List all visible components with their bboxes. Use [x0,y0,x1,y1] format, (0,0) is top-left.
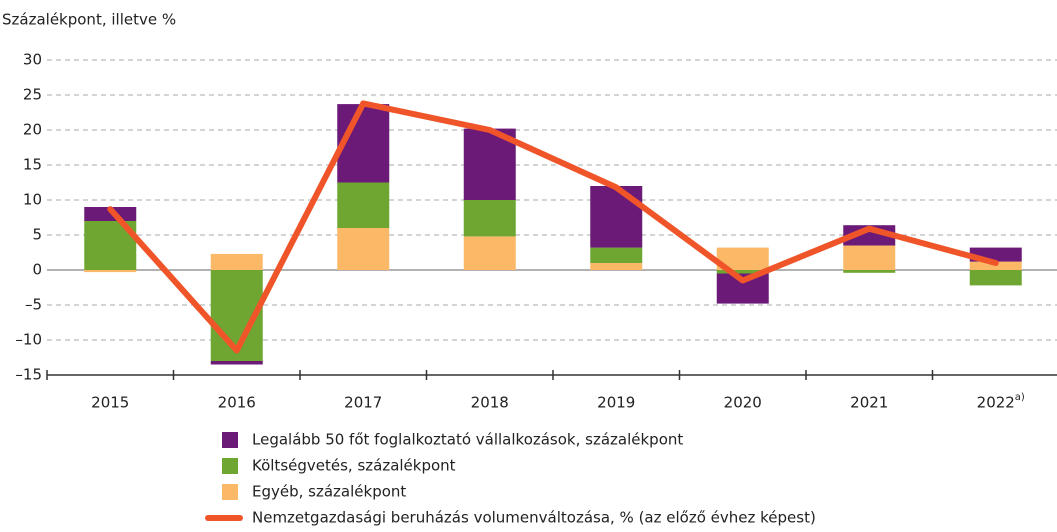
legend-label: Nemzetgazdasági beruházás volumenváltozá… [252,509,816,527]
y-tick-label: 25 [23,86,42,104]
bar [210,253,263,270]
x-tick-label: 2018 [471,394,509,412]
bar [716,247,769,270]
bar [590,186,643,248]
y-tick-label: 30 [23,51,42,69]
y-tick-label: –15 [15,366,42,384]
line [107,100,999,354]
bar [463,200,516,237]
bar [716,270,769,274]
legend-swatch [222,484,238,500]
y-tick-label: 20 [23,121,42,139]
x-tick-label: 2020 [724,394,762,412]
x-tick-label: 2019 [597,394,635,412]
bar [210,361,263,365]
x-tick-label: 2021 [850,394,888,412]
y-tick-label: 0 [32,261,42,279]
bar [590,263,643,270]
x-tick-label: 2022 [977,394,1015,412]
y-tick-label: –10 [15,331,42,349]
x-tick-label: 2016 [218,394,256,412]
y-tick-label: 15 [23,156,42,174]
y-tick-label: –5 [25,296,42,314]
bar [463,236,516,270]
x-tick-label: 2015 [91,394,129,412]
legend-swatch [222,432,238,448]
bar [590,247,643,263]
bar [843,245,896,270]
x-tick-superscript: a) [1015,392,1025,403]
legend-label: Költségvetés, százalékpont [252,457,456,475]
x-tick-label: 2017 [344,394,382,412]
bar [84,207,137,221]
y-tick-label: 5 [32,226,42,244]
bar [969,270,1022,286]
bar [84,270,137,273]
y-tick-label: 10 [23,191,42,209]
y-axis-label: Százalékpont, illetve % [2,11,176,29]
bar [337,228,390,270]
legend-label: Legalább 50 főt foglalkoztató vállalkozá… [252,431,683,449]
legend-label: Egyéb, százalékpont [252,483,406,501]
bar [843,270,896,273]
bar [337,182,390,228]
legend-swatch [222,458,238,474]
